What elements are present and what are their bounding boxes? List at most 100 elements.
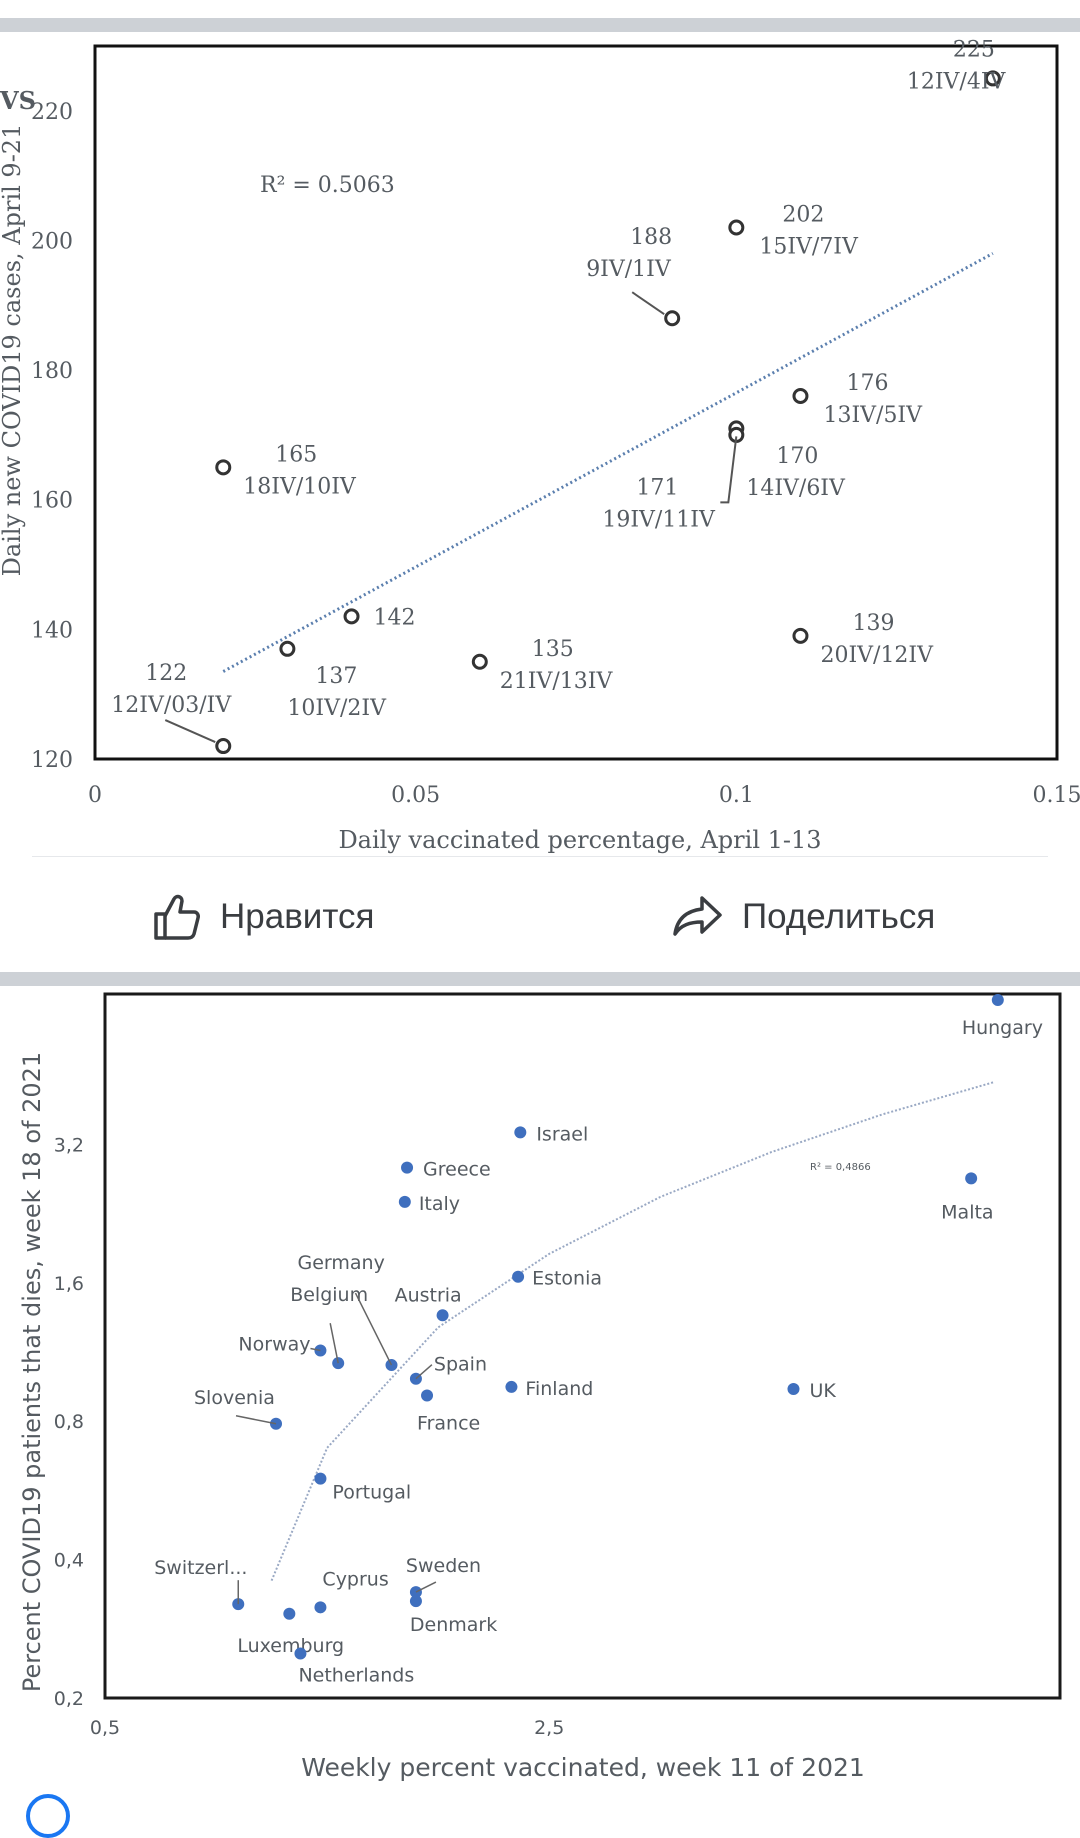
country-label: Portugal — [332, 1482, 411, 1504]
data-point — [505, 1380, 518, 1393]
point-date-label: 18IV/10IV — [243, 474, 357, 499]
country-label: Belgium — [290, 1284, 368, 1306]
x-tick-label: 0.05 — [391, 783, 440, 808]
country-label: Switzerl... — [154, 1557, 247, 1579]
post-divider — [32, 856, 1048, 857]
point-value-label: 170 — [776, 444, 818, 469]
country-label: Cyprus — [322, 1568, 388, 1590]
point-date-label: 9IV/1IV — [586, 257, 672, 282]
leader-line — [720, 436, 738, 504]
y-axis-title: Percent COVID19 patients that dies, week… — [18, 1052, 46, 1692]
y-tick-label: 120 — [31, 748, 73, 773]
leader-line — [235, 1415, 277, 1425]
leader-line — [354, 1292, 393, 1366]
data-point — [385, 1359, 398, 1372]
point-date-label: 12IV/03/IV — [111, 693, 232, 718]
y-tick-label: 160 — [31, 489, 73, 514]
x-tick-label: 0.15 — [1033, 783, 1080, 808]
data-point — [409, 1595, 422, 1608]
country-label: Luxemburg — [237, 1635, 344, 1657]
y-tick-label: 3,2 — [54, 1134, 84, 1156]
y-tick-label: 180 — [31, 359, 73, 384]
point-date-label: 14IV/6IV — [746, 476, 846, 501]
data-point — [294, 1647, 307, 1660]
plot-frame — [103, 992, 1062, 1700]
country-label: Italy — [419, 1193, 460, 1215]
y-axis-cut-label: VS — [0, 86, 36, 115]
r-squared-label: R² = 0,4866 — [810, 1162, 871, 1173]
point-date-label: 21IV/13IV — [500, 669, 614, 694]
country-label: Greece — [423, 1159, 491, 1181]
point-date-label: 13IV/5IV — [823, 403, 923, 428]
country-label: Norway — [238, 1334, 310, 1356]
data-point — [279, 640, 296, 657]
share-arrow-icon — [673, 896, 722, 936]
point-value-label: 202 — [782, 202, 824, 227]
point-value-label: 176 — [846, 371, 888, 396]
point-value-label: 122 — [145, 661, 187, 686]
data-point — [215, 459, 232, 476]
country-label: Israel — [536, 1123, 588, 1145]
x-tick-label: 0,5 — [90, 1717, 120, 1739]
x-tick-label: 0 — [88, 783, 102, 808]
data-point — [421, 1389, 434, 1402]
country-label: Denmark — [410, 1614, 497, 1636]
point-value-label: 165 — [275, 442, 317, 467]
data-point — [984, 70, 1001, 87]
point-date-label: 15IV/7IV — [759, 234, 859, 259]
data-point — [283, 1607, 296, 1620]
data-point — [401, 1161, 414, 1174]
y-tick-label: 0,4 — [54, 1550, 84, 1572]
trendline — [222, 252, 994, 673]
point-value-label: 171 — [636, 475, 678, 500]
x-axis-title: Weekly percent vaccinated, week 11 of 20… — [301, 1753, 865, 1782]
point-date-label: 20IV/12IV — [820, 643, 934, 668]
data-point — [215, 738, 232, 755]
leader-line — [631, 291, 665, 316]
data-point — [314, 1344, 327, 1357]
country-label: Spain — [434, 1354, 487, 1376]
share-button[interactable]: Поделиться — [670, 886, 935, 948]
y-tick-label: 220 — [31, 100, 73, 125]
data-point — [314, 1601, 327, 1614]
leader-line — [415, 1364, 433, 1380]
daily-cases-scatter-chart: 120 140 160 180 200 220 0 0.05 0.1 0.15 Daily vacc… — [0, 37, 1080, 854]
point-date-label: 19IV/11IV — [602, 507, 716, 532]
y-tick-label: 0,2 — [54, 1688, 84, 1710]
y-tick-label: 1,6 — [54, 1273, 84, 1295]
country-label: Estonia — [532, 1268, 602, 1290]
data-point — [728, 219, 745, 236]
data-point — [792, 627, 809, 644]
data-point — [787, 1383, 800, 1396]
point-value-label: 188 — [630, 225, 672, 250]
data-point — [792, 388, 809, 405]
mortality-vs-vaccination-chart: 0,2 0,4 0,8 1,6 3,2 0,5 2,5 Weekly percent vacc… — [18, 992, 1062, 1782]
country-label: Finland — [525, 1378, 593, 1400]
data-point — [343, 608, 360, 625]
data-point — [314, 1472, 327, 1485]
country-label: Slovenia — [194, 1387, 275, 1409]
r-squared-label: R² = 0.5063 — [260, 173, 395, 198]
y-tick-label: 0,8 — [54, 1411, 84, 1433]
post-action-bar: Нравится Поделиться — [0, 872, 1080, 962]
point-value-label: 139 — [852, 611, 894, 636]
y-tick-label: 140 — [31, 618, 73, 643]
y-tick-label: 200 — [31, 229, 73, 254]
data-point — [436, 1309, 449, 1322]
plot-frame — [93, 44, 1059, 761]
data-point — [991, 993, 1004, 1006]
data-point — [664, 310, 681, 327]
thumbs-up-icon — [154, 894, 200, 940]
data-point — [514, 1126, 527, 1139]
x-tick-label: 2,5 — [534, 1717, 564, 1739]
country-label: Germany — [298, 1252, 385, 1274]
point-value-label: 142 — [374, 605, 416, 630]
leader-line — [415, 1581, 437, 1593]
point-date-label: 10IV/2IV — [287, 696, 387, 721]
y-axis-title: Daily new COVID19 cases, April 9-21 — [0, 124, 26, 577]
x-tick-label: 0.1 — [719, 783, 754, 808]
data-point — [398, 1195, 411, 1208]
country-label: Austria — [395, 1284, 462, 1306]
point-value-label: 135 — [532, 637, 574, 662]
like-button[interactable]: Нравится — [150, 886, 374, 948]
